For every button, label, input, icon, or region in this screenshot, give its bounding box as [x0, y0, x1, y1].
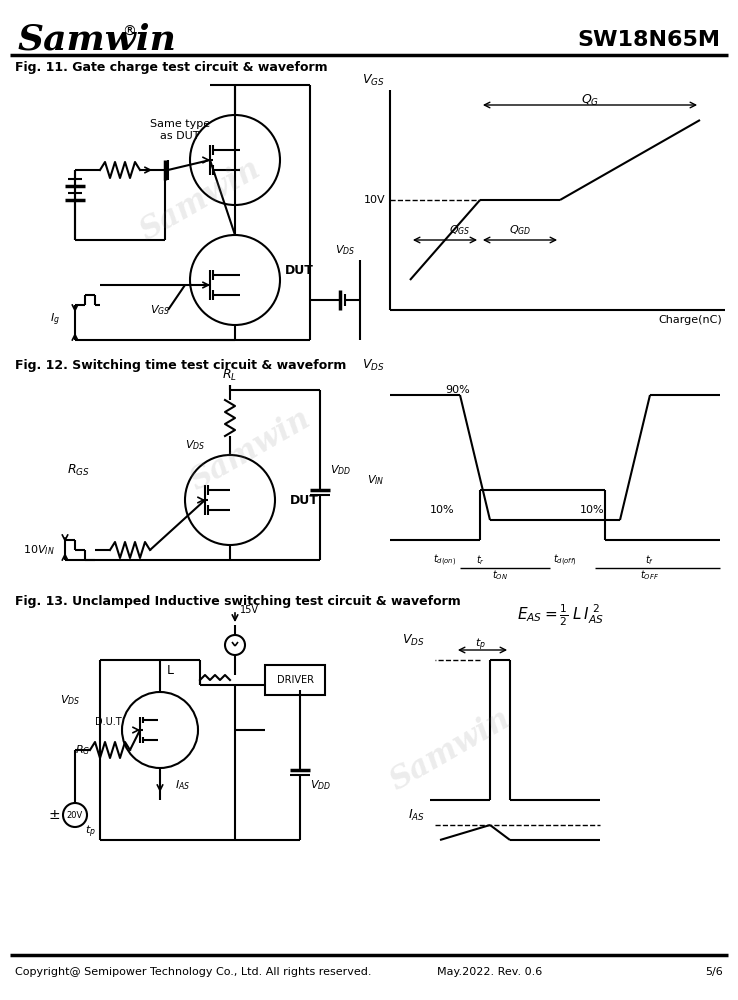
- Text: D.U.T: D.U.T: [94, 717, 121, 727]
- Text: $t_{d(off)}$: $t_{d(off)}$: [553, 552, 577, 568]
- Text: 10V: 10V: [363, 195, 385, 205]
- Text: $t_p$: $t_p$: [475, 637, 486, 653]
- Text: $t_r$: $t_r$: [475, 553, 484, 567]
- Text: $Q_G$: $Q_G$: [581, 92, 599, 108]
- Text: 90%: 90%: [445, 385, 470, 395]
- Text: May.2022. Rev. 0.6: May.2022. Rev. 0.6: [438, 967, 542, 977]
- Text: $E_{AS} = \frac{1}{2}\; L\, I_{AS}^{\;2}$: $E_{AS} = \frac{1}{2}\; L\, I_{AS}^{\;2}…: [517, 602, 604, 628]
- Text: $t_{ON}$: $t_{ON}$: [492, 568, 508, 582]
- Text: $V_{GS}$: $V_{GS}$: [150, 303, 170, 317]
- Text: $I_{AS}$: $I_{AS}$: [408, 807, 425, 823]
- Text: $V_{DD}$: $V_{DD}$: [310, 778, 331, 792]
- Text: Samwin: Samwin: [384, 703, 516, 797]
- Text: 10%: 10%: [430, 505, 455, 515]
- Text: Fig. 13. Unclamped Inductive switching test circuit & waveform: Fig. 13. Unclamped Inductive switching t…: [15, 595, 461, 608]
- Text: $10V_{IN}$: $10V_{IN}$: [24, 543, 55, 557]
- Text: $V_{DS}$: $V_{DS}$: [185, 438, 205, 452]
- Text: $V_{GS}$: $V_{GS}$: [362, 72, 385, 88]
- Text: SW18N65M: SW18N65M: [577, 30, 720, 50]
- Text: 5/6: 5/6: [706, 967, 723, 977]
- Text: $t_{d(on)}$: $t_{d(on)}$: [433, 552, 457, 568]
- Text: $I_{AS}$: $I_{AS}$: [175, 778, 190, 792]
- Text: $I_g$: $I_g$: [50, 312, 60, 328]
- Text: $Q_{GS}$: $Q_{GS}$: [449, 223, 471, 237]
- Text: $V_{DS}$: $V_{DS}$: [362, 357, 385, 373]
- Text: $V_{IN}$: $V_{IN}$: [368, 473, 385, 487]
- Text: $t_{OFF}$: $t_{OFF}$: [641, 568, 660, 582]
- Text: $t_p$: $t_p$: [85, 824, 95, 840]
- Text: Charge(nC): Charge(nC): [658, 315, 722, 325]
- Text: $R_G$: $R_G$: [75, 743, 90, 757]
- Text: $V_{DS}$: $V_{DS}$: [335, 243, 355, 257]
- Text: Samwin: Samwin: [134, 153, 266, 247]
- Text: Same type
as DUT: Same type as DUT: [150, 119, 210, 141]
- Text: 15V: 15V: [240, 605, 259, 615]
- Text: $R_L$: $R_L$: [222, 367, 238, 383]
- Text: DUT: DUT: [290, 493, 319, 506]
- Text: L: L: [167, 664, 173, 676]
- Text: Samwin: Samwin: [184, 403, 316, 497]
- Text: ±: ±: [49, 808, 60, 822]
- Text: Fig. 11. Gate charge test circuit & waveform: Fig. 11. Gate charge test circuit & wave…: [15, 62, 328, 75]
- Text: $V_{DS}$: $V_{DS}$: [402, 632, 425, 648]
- Text: $V_{DS}$: $V_{DS}$: [60, 693, 80, 707]
- Text: DRIVER: DRIVER: [277, 675, 314, 685]
- Text: 20V: 20V: [67, 810, 83, 820]
- Text: 10%: 10%: [580, 505, 604, 515]
- Text: Samwin: Samwin: [18, 23, 177, 57]
- Text: Fig. 12. Switching time test circuit & waveform: Fig. 12. Switching time test circuit & w…: [15, 359, 346, 371]
- Text: ®: ®: [122, 25, 136, 39]
- Text: $Q_{GD}$: $Q_{GD}$: [508, 223, 531, 237]
- Text: DUT: DUT: [285, 263, 314, 276]
- Bar: [265, 665, 325, 695]
- Text: Copyright@ Semipower Technology Co., Ltd. All rights reserved.: Copyright@ Semipower Technology Co., Ltd…: [15, 967, 371, 977]
- Text: $R_{GS}$: $R_{GS}$: [67, 462, 90, 478]
- Text: $t_f$: $t_f$: [646, 553, 655, 567]
- Text: $V_{DD}$: $V_{DD}$: [330, 463, 351, 477]
